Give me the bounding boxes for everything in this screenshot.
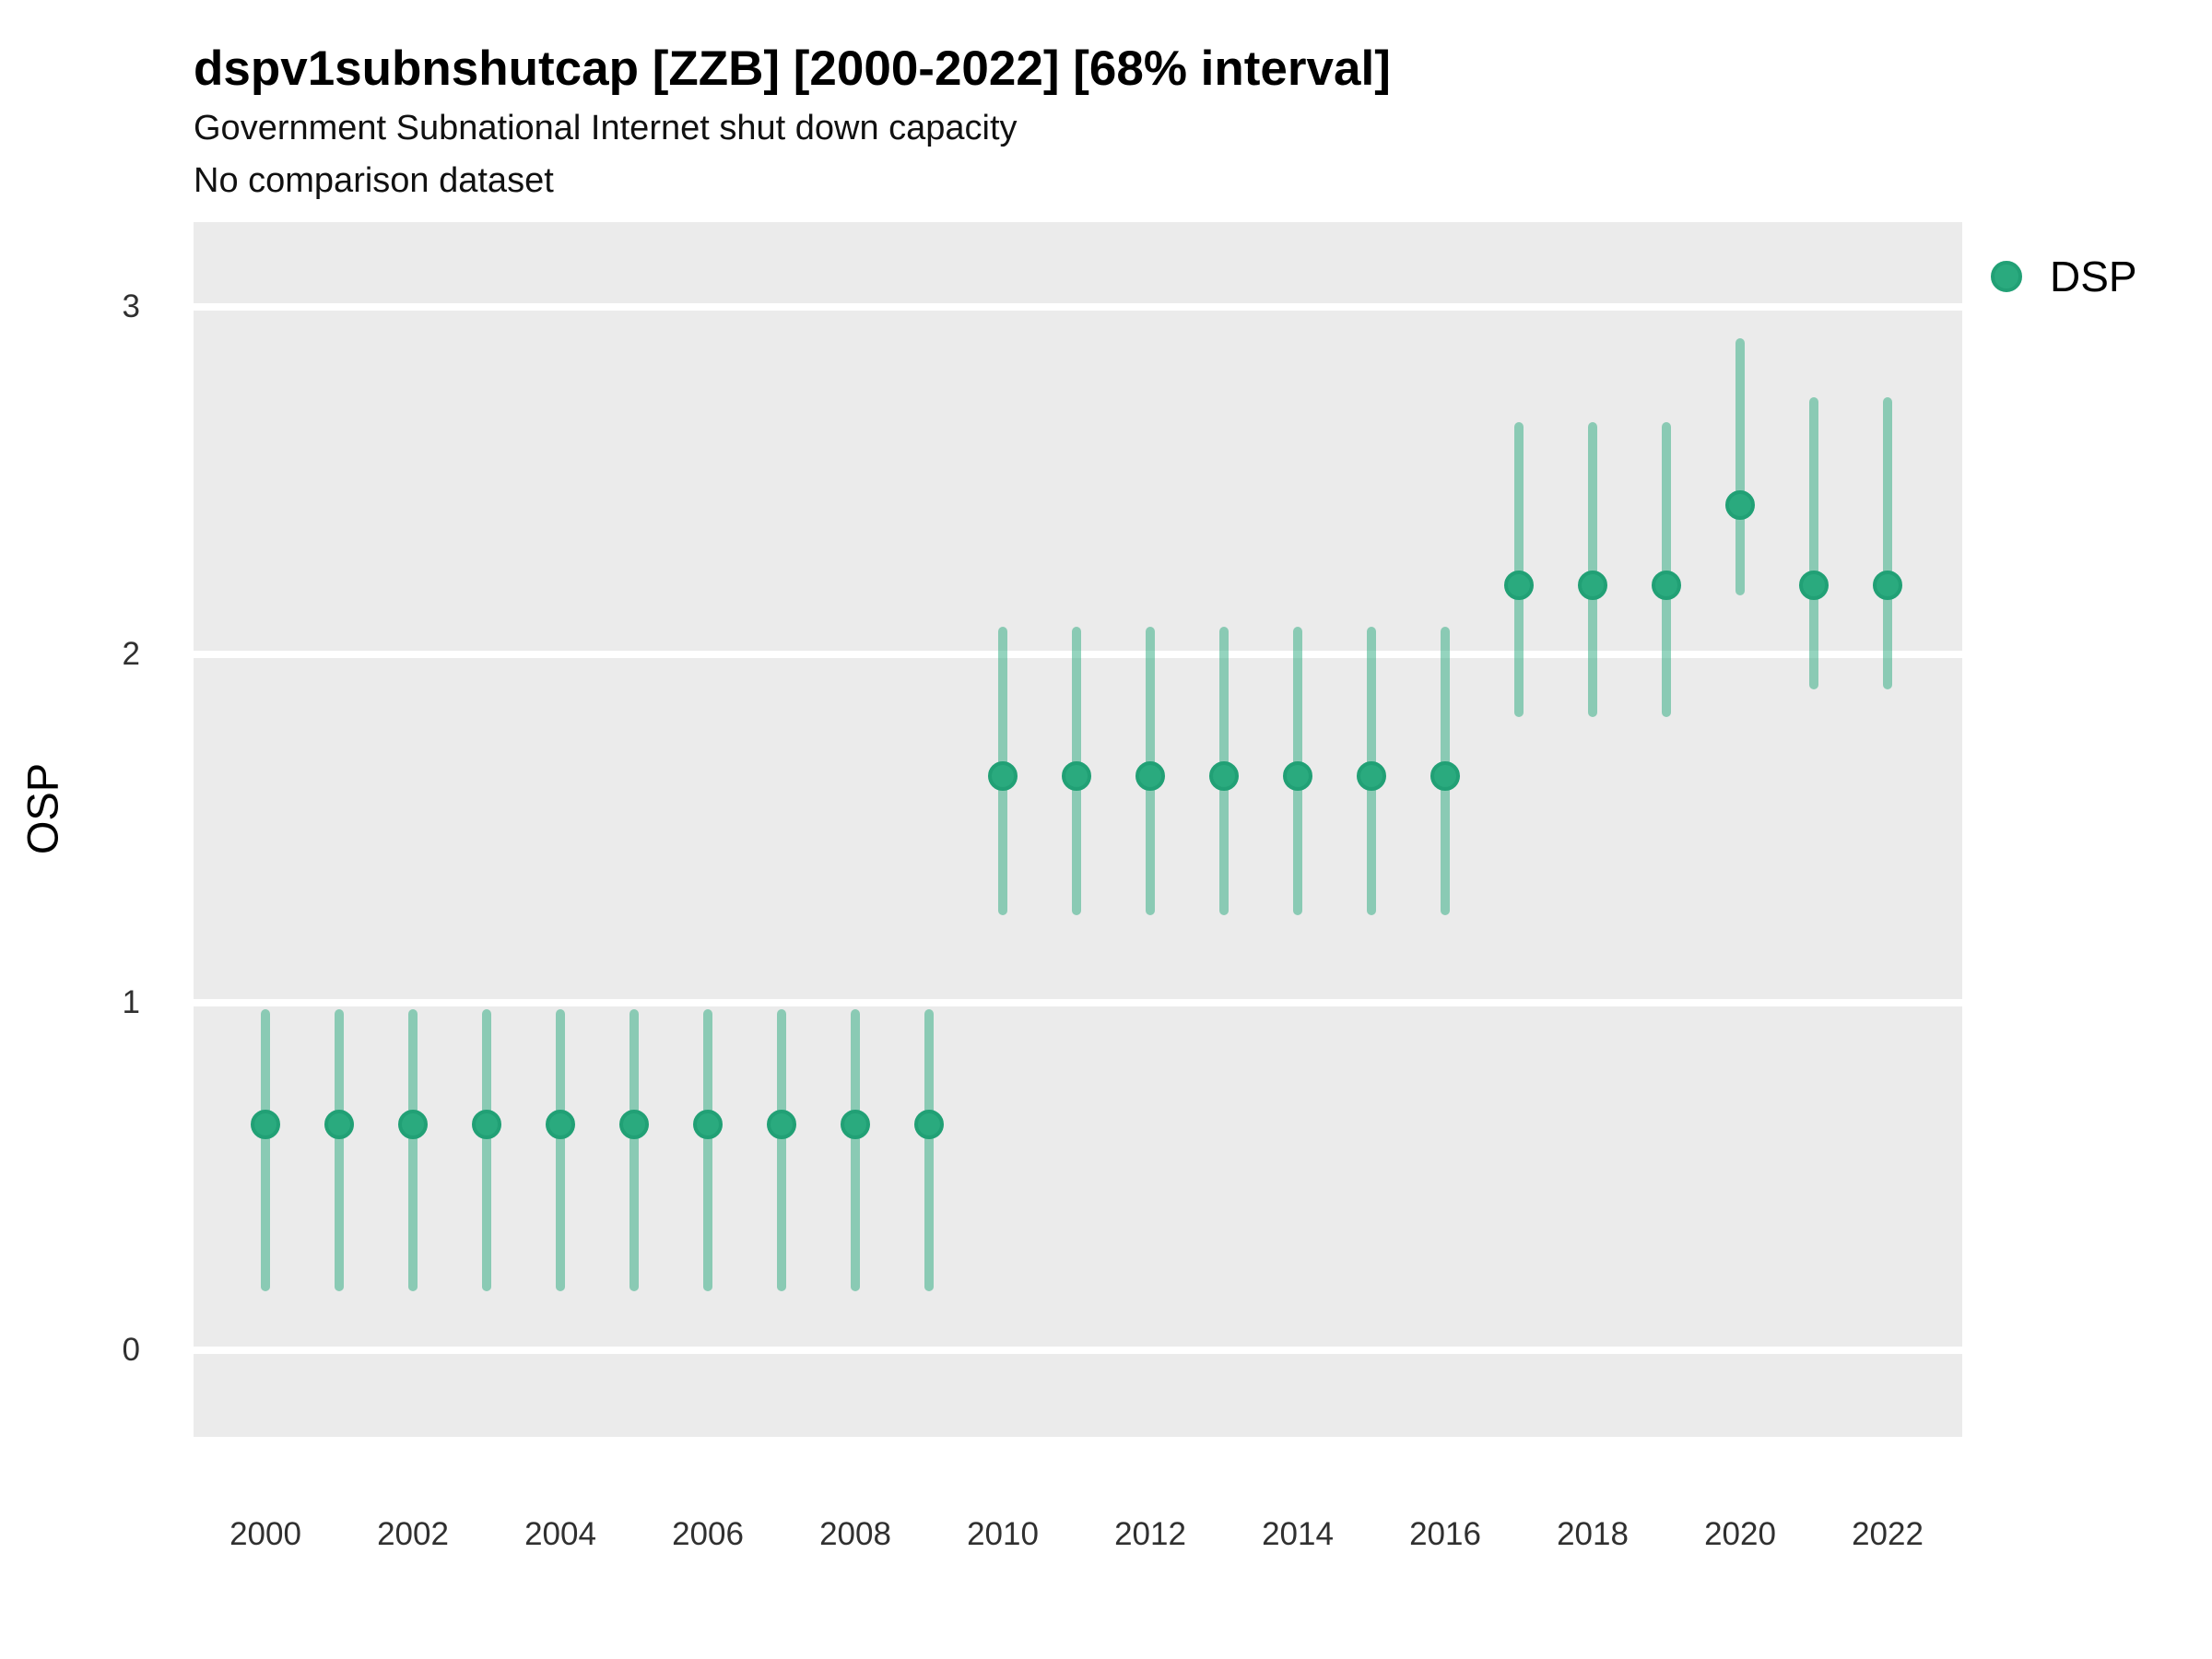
data-point — [914, 1109, 944, 1139]
data-point — [767, 1109, 796, 1139]
interval-bar — [851, 1009, 860, 1291]
y-tick-label: 0 — [122, 1332, 140, 1368]
interval-bar — [335, 1009, 344, 1291]
major-gridline — [194, 1347, 1962, 1354]
major-gridline — [194, 303, 1962, 312]
data-point — [1799, 570, 1829, 600]
interval-bar — [924, 1009, 934, 1291]
interval-bar — [1809, 397, 1818, 690]
interval-bar — [482, 1009, 491, 1291]
x-tick-label: 2022 — [1852, 1516, 1924, 1552]
chart-subtitle: Government Subnational Internet shut dow… — [194, 109, 1018, 147]
interval-bar — [1735, 338, 1745, 596]
data-point — [472, 1109, 501, 1139]
y-tick-label: 3 — [122, 288, 140, 325]
data-point — [1209, 761, 1239, 792]
data-point — [1062, 761, 1091, 792]
x-tick-label: 2016 — [1409, 1516, 1481, 1552]
interval-bar — [1883, 397, 1892, 690]
interval-bar — [261, 1009, 270, 1291]
x-tick-label: 2010 — [967, 1516, 1039, 1552]
data-point — [1430, 761, 1460, 792]
data-point — [1652, 570, 1681, 600]
data-point — [251, 1109, 280, 1139]
x-tick-label: 2020 — [1704, 1516, 1776, 1552]
data-point — [546, 1109, 575, 1139]
chart-title: dspv1subnshutcap [ZZB] [2000-2022] [68% … — [194, 41, 1391, 96]
x-tick-label: 2006 — [672, 1516, 744, 1552]
data-point — [1135, 761, 1165, 792]
interval-bar — [1514, 421, 1524, 718]
data-point — [1725, 490, 1755, 521]
y-tick-label: 1 — [122, 983, 140, 1020]
y-tick-label: 2 — [122, 636, 140, 673]
data-point — [1578, 570, 1607, 600]
data-point — [988, 761, 1018, 792]
data-point — [619, 1109, 649, 1139]
interval-bar — [556, 1009, 565, 1291]
legend-series-label: DSP — [2050, 253, 2137, 300]
data-point — [1283, 761, 1312, 792]
data-point — [1873, 570, 1902, 600]
comparison-note: No comparison dataset — [194, 161, 554, 200]
data-point — [841, 1109, 870, 1139]
plot-panel — [194, 222, 1962, 1437]
x-tick-label: 2000 — [229, 1516, 301, 1552]
x-tick-label: 2004 — [524, 1516, 596, 1552]
legend: DSP — [1991, 251, 2137, 302]
data-point — [1504, 570, 1534, 600]
data-point — [1357, 761, 1386, 792]
interval-bar — [703, 1009, 712, 1291]
interval-bar — [777, 1009, 786, 1291]
x-tick-label: 2018 — [1557, 1516, 1629, 1552]
x-tick-label: 2012 — [1114, 1516, 1186, 1552]
y-axis-title: OSP — [18, 762, 67, 855]
interval-bar — [1588, 421, 1597, 718]
major-gridline — [194, 998, 1962, 1006]
interval-bar — [1662, 421, 1671, 718]
data-point — [693, 1109, 723, 1139]
data-point — [398, 1109, 428, 1139]
data-point — [324, 1109, 354, 1139]
interval-bar — [629, 1009, 639, 1291]
legend-marker-icon — [1991, 261, 2022, 292]
x-tick-label: 2002 — [377, 1516, 449, 1552]
interval-bar — [408, 1009, 418, 1291]
x-tick-label: 2014 — [1262, 1516, 1334, 1552]
x-tick-label: 2008 — [819, 1516, 891, 1552]
